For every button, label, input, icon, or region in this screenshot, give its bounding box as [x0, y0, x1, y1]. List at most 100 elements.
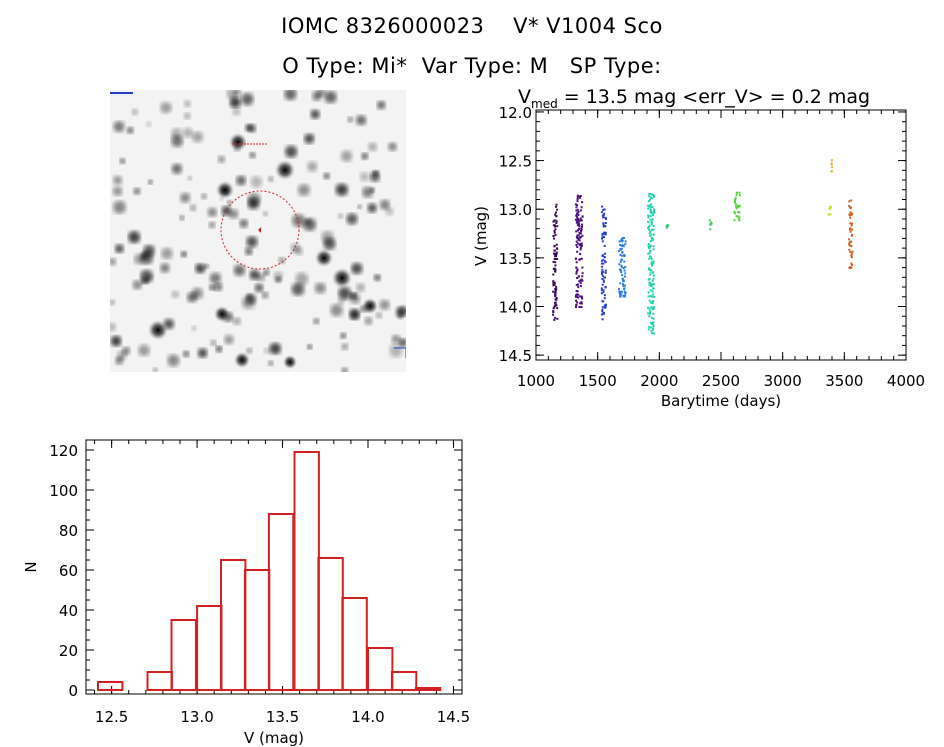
- data-point: [554, 255, 556, 258]
- x-tick-label: 4000: [887, 372, 925, 390]
- data-point: [580, 295, 583, 298]
- hist-y-tick-label: 40: [59, 602, 78, 620]
- star: [379, 199, 390, 210]
- data-point: [578, 258, 581, 261]
- data-point: [734, 197, 737, 200]
- data-point: [648, 193, 651, 196]
- data-point: [619, 253, 622, 256]
- data-point: [577, 214, 580, 216]
- data-point: [554, 305, 557, 307]
- data-point: [601, 255, 604, 257]
- star: [249, 152, 256, 159]
- data-point: [848, 228, 851, 231]
- data-point: [649, 284, 652, 287]
- data-point: [710, 222, 713, 225]
- data-point: [647, 220, 650, 223]
- data-point: [647, 295, 650, 298]
- data-point: [652, 287, 655, 290]
- star: [356, 115, 367, 126]
- data-point: [652, 233, 655, 236]
- data-point: [621, 274, 624, 277]
- data-point: [601, 235, 604, 238]
- data-point: [651, 238, 654, 241]
- data-point: [652, 325, 655, 328]
- data-point: [623, 295, 626, 298]
- data-point: [734, 199, 736, 201]
- data-point: [576, 290, 579, 293]
- data-point: [624, 275, 626, 278]
- data-point: [553, 230, 556, 232]
- stats-text: = 13.5 mag <err_V> = 0.2 mag: [557, 86, 871, 108]
- data-point: [649, 245, 652, 248]
- data-point: [579, 243, 582, 246]
- data-point: [648, 308, 651, 311]
- data-point: [828, 208, 831, 211]
- star: [180, 192, 191, 203]
- data-point: [555, 257, 558, 260]
- data-point: [552, 280, 555, 283]
- data-point: [581, 215, 584, 218]
- data-point: [600, 262, 603, 265]
- data-point: [602, 300, 605, 303]
- star: [184, 112, 191, 120]
- data-point: [620, 293, 623, 296]
- data-point: [649, 295, 652, 297]
- data-point: [601, 308, 604, 311]
- star: [191, 325, 197, 331]
- data-point: [579, 195, 582, 197]
- y-tick-label: 13.5: [499, 250, 532, 268]
- data-point: [604, 261, 607, 264]
- data-point: [555, 205, 558, 208]
- star: [367, 203, 377, 213]
- data-point: [577, 220, 580, 223]
- star: [379, 299, 390, 310]
- data-point: [830, 170, 833, 173]
- hist-x-tick-label: 13.0: [180, 708, 213, 726]
- data-point: [848, 205, 851, 207]
- star: [187, 292, 197, 303]
- data-point: [577, 234, 580, 237]
- data-point: [652, 287, 655, 290]
- data-point: [554, 287, 557, 290]
- data-point: [650, 269, 653, 272]
- data-point: [553, 252, 556, 255]
- data-point: [649, 234, 651, 237]
- star: [195, 263, 206, 274]
- data-point: [848, 242, 851, 245]
- data-point: [555, 220, 558, 223]
- data-point: [580, 278, 583, 281]
- data-point: [620, 271, 623, 274]
- data-point: [735, 207, 738, 210]
- star: [127, 127, 134, 134]
- data-point: [651, 328, 654, 331]
- data-point: [553, 249, 556, 252]
- data-point: [620, 247, 623, 250]
- data-point: [575, 270, 578, 273]
- star: [245, 247, 253, 255]
- data-point: [665, 226, 668, 229]
- star: [338, 287, 352, 300]
- star: [204, 264, 209, 269]
- data-point: [623, 288, 626, 291]
- star: [171, 290, 179, 299]
- hist-y-tick-label: 120: [49, 442, 78, 460]
- data-point: [603, 208, 606, 211]
- star: [261, 291, 269, 299]
- data-point: [554, 268, 557, 271]
- data-point: [618, 290, 621, 293]
- data-point: [848, 248, 851, 251]
- star: [364, 316, 373, 325]
- data-point: [648, 325, 651, 328]
- data-point: [553, 267, 556, 270]
- data-point: [555, 285, 558, 288]
- data-point: [649, 244, 652, 247]
- data-point: [578, 280, 581, 283]
- data-point: [621, 244, 624, 247]
- star: [359, 172, 370, 182]
- data-point: [578, 222, 580, 225]
- data-point: [848, 267, 851, 269]
- data-point: [650, 256, 652, 259]
- data-point: [621, 239, 624, 242]
- data-point: [555, 255, 557, 257]
- data-point: [622, 279, 625, 282]
